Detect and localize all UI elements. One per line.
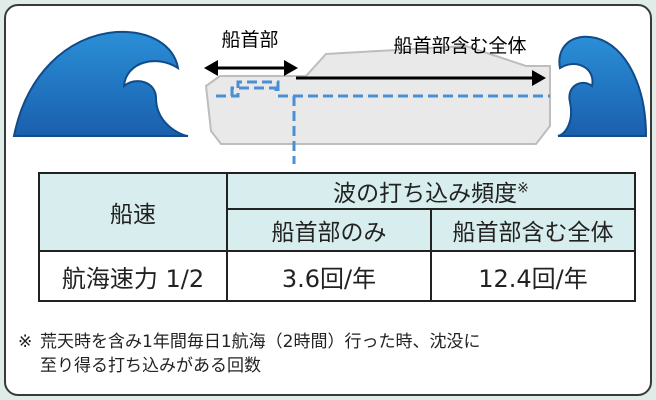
footnote: ※ 荒天時を含み1年間毎日1航海（2時間）行った時、沈没に 至り得る打ち込みがあ… (18, 330, 480, 378)
bow-line (230, 86, 296, 164)
header-cell: 船速 (38, 172, 228, 252)
ship-illustration: 船首部 船首部含む全体 (12, 29, 648, 164)
footnote-line: 至り得る打ち込みがある回数 (40, 356, 261, 376)
footnote-mark: ※ (18, 332, 33, 352)
wave-right (557, 35, 648, 137)
header-cell: 船首部含む全体 (430, 208, 636, 252)
bow-label: 船首部 (221, 29, 278, 51)
header-text: 波の打ち込み頻度 (333, 181, 518, 207)
arrow-head (532, 70, 546, 86)
cell: 12.4回/年 (430, 250, 636, 302)
arrows (204, 60, 546, 86)
frequency-table: 船速 波の打ち込み頻度※ 船首部のみ 船首部含む全体 航海速力 1/2 3.6回… (38, 172, 636, 302)
cell: 航海速力 1/2 (38, 250, 228, 302)
note-mark: ※ (517, 180, 529, 197)
header-cell: 船首部のみ (226, 208, 432, 252)
deck-line (216, 80, 550, 98)
header-cell: 波の打ち込み頻度※ (226, 172, 636, 210)
wave-left (12, 30, 189, 137)
footnote-line: 荒天時を含み1年間毎日1航海（2時間）行った時、沈没に (40, 332, 481, 352)
cell: 3.6回/年 (226, 250, 432, 302)
whole-label: 船首部含む全体 (393, 35, 526, 57)
